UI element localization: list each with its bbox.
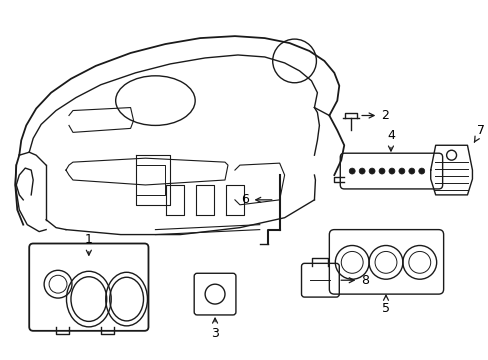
Circle shape [348, 168, 354, 174]
Circle shape [408, 168, 414, 174]
Text: 2: 2 [361, 109, 388, 122]
Text: 4: 4 [386, 129, 394, 151]
Text: 8: 8 [340, 274, 368, 287]
Text: 7: 7 [473, 124, 485, 142]
Text: 1: 1 [85, 233, 93, 255]
Circle shape [398, 168, 404, 174]
Circle shape [368, 168, 374, 174]
Circle shape [388, 168, 394, 174]
Text: 6: 6 [241, 193, 271, 206]
Text: 5: 5 [381, 295, 389, 315]
Text: 3: 3 [211, 318, 219, 340]
Circle shape [378, 168, 384, 174]
Circle shape [418, 168, 424, 174]
Circle shape [358, 168, 365, 174]
